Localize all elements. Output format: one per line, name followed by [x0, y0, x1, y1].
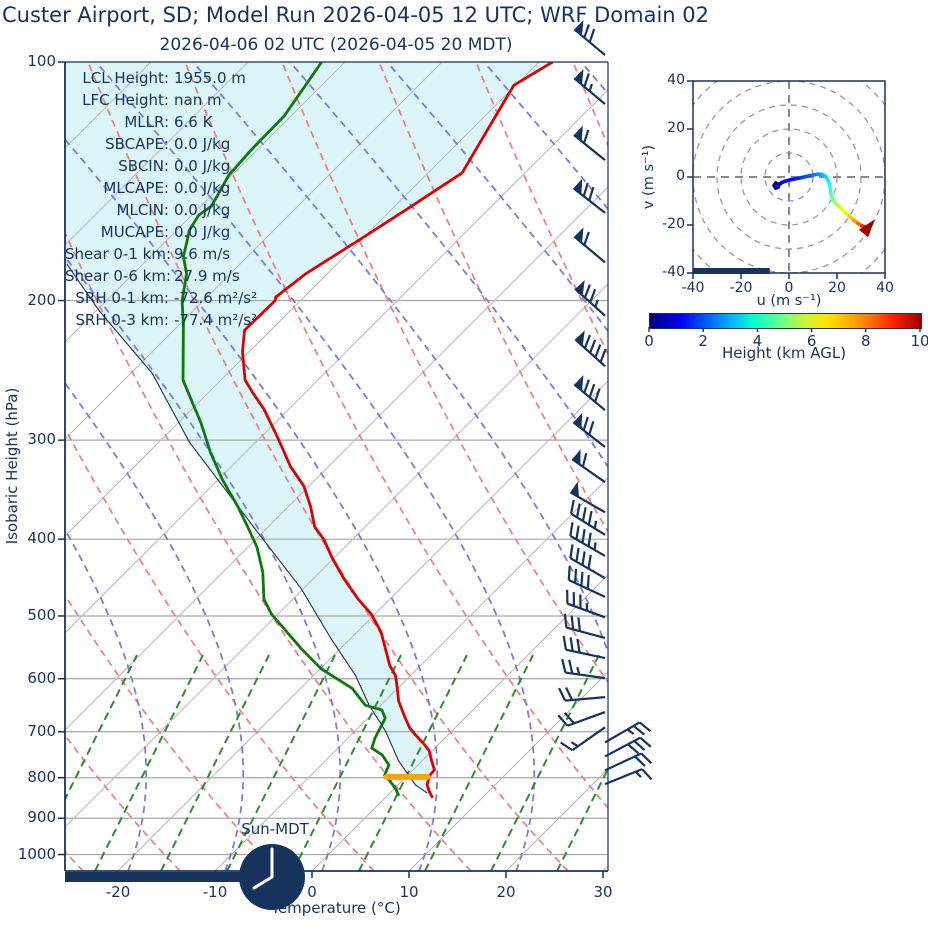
parcel-path-curve [66, 263, 428, 794]
stat-row: MLCAPE: 0.0 J/kg [65, 177, 257, 199]
stat-value: 0.0 J/kg [174, 223, 231, 241]
skewt-axes-spines [58, 61, 609, 878]
stat-value: 0.0 J/kg [174, 135, 231, 153]
stat-label: Shear 0-6 km: [65, 267, 172, 285]
pressure-tick-label: 1000 [17, 844, 56, 863]
hodograph-v-tick-label: 20 [667, 120, 685, 136]
hodograph-x-axis-label: u (m s⁻¹) [756, 293, 822, 309]
stat-label: MLLR: [124, 113, 169, 131]
skewt-y-axis-label: Isobaric Height (hPa) [3, 387, 21, 545]
stat-value: 27.9 m/s [174, 267, 240, 285]
temperature-curve [241, 62, 554, 799]
timezone-label: Sun-MDT [241, 820, 309, 838]
pressure-gridlines [65, 62, 608, 856]
stat-row: LFC Height: nan m [65, 89, 257, 111]
colorbar-tick-label: 8 [861, 332, 871, 350]
clock-icon [239, 844, 305, 910]
stat-row: SRH 0-3 km: -77.4 m²/s² [65, 309, 257, 331]
temperature-tick-label: 10 [399, 883, 419, 901]
stat-label: MLCIN: [116, 201, 169, 219]
stat-label: LFC Height: [82, 91, 169, 109]
pressure-tick-label: 500 [27, 605, 56, 624]
stat-label: SRH 0-1 km: [75, 289, 169, 307]
stat-label: Shear 0-1 km: [65, 245, 172, 263]
stat-row: MLCIN: 0.0 J/kg [65, 199, 257, 221]
stat-value: 0.0 J/kg [174, 201, 231, 219]
stat-value: 0.0 J/kg [174, 157, 231, 175]
stat-row: Shear 0-6 km: 27.9 m/s [65, 265, 257, 287]
stat-value: 0.0 J/kg [174, 179, 231, 197]
temperature-tick-label: -20 [105, 883, 131, 901]
stat-row: MUCAPE: 0.0 J/kg [65, 221, 257, 243]
colorbar-label: Height (km AGL) [721, 344, 847, 362]
colorbar-tick-label: 0 [644, 332, 654, 350]
hodograph-u-tick-label: 0 [784, 280, 794, 296]
colorbar-tick-label: 4 [752, 332, 763, 350]
stat-label: MLCAPE: [103, 179, 169, 197]
wind-barbs [557, 20, 653, 786]
pressure-tick-label: 200 [27, 290, 56, 309]
valid-time-subtitle: 2026-04-06 02 UTC (2026-04-05 20 MDT) [159, 35, 513, 55]
stat-row: LCL Height: 1955.0 m [65, 67, 257, 89]
hodograph-inset [687, 80, 886, 279]
temperature-tick-label: 30 [593, 883, 613, 901]
dry-adiabat-lines [65, 62, 608, 871]
pressure-tick-label: 900 [27, 808, 56, 827]
skewt-x-axis-label: Temperature (°C) [271, 899, 401, 917]
stat-row: SRH 0-1 km: -72.6 m²/s² [65, 287, 257, 309]
stat-row: SBCIN: 0.0 J/kg [65, 155, 257, 177]
pressure-tick-label: 700 [27, 721, 56, 740]
stat-value: 6.6 K [174, 113, 213, 131]
stat-row: MLLR: 6.6 K [65, 111, 257, 133]
stat-label: SRH 0-3 km: [75, 311, 169, 329]
stat-row: Shear 0-1 km: 9.6 m/s [65, 243, 257, 265]
colorbar-tick-label: 10 [910, 332, 928, 350]
pressure-tick-label: 400 [27, 529, 56, 548]
temperature-tick-label: 0 [307, 883, 317, 901]
stat-row: SBCAPE: 0.0 J/kg [65, 133, 257, 155]
hodograph-v-tick-label: -40 [662, 264, 685, 280]
colorbar-tick-label: 6 [806, 332, 817, 350]
pressure-tick-label: 800 [27, 767, 56, 786]
hodograph-y-axis-label: v (m s⁻¹) [641, 144, 657, 210]
colorbar-tick-label: 2 [698, 332, 708, 350]
height-colorbar [649, 313, 922, 329]
sounding-stats-block: LCL Height: 1955.0 m LFC Height: nan m MLLR:… [65, 67, 257, 331]
stat-value: -72.6 m²/s² [174, 289, 258, 307]
hodograph-v-tick-label: 0 [676, 168, 685, 184]
stat-label: SBCIN: [118, 157, 169, 175]
hodograph-u-tick-label: -20 [729, 280, 753, 296]
stat-label: MUCAPE: [100, 223, 169, 241]
dewpoint-curve [180, 62, 401, 797]
hodograph-u-tick-label: -40 [681, 280, 705, 296]
stat-value: nan m [174, 91, 222, 109]
hodograph-v-tick-label: 40 [667, 72, 685, 88]
stat-value: 9.6 m/s [174, 245, 231, 263]
pressure-tick-label: 100 [27, 52, 56, 70]
mixing-ratio-lines [65, 654, 608, 871]
stat-label: SBCAPE: [105, 135, 169, 153]
temperature-tick-label: -10 [202, 883, 228, 901]
stat-value: 1955.0 m [174, 69, 246, 87]
pressure-tick-label: 600 [27, 668, 56, 687]
temperature-tick-label: 20 [496, 883, 516, 901]
moist-adiabat-lines [65, 62, 608, 871]
figure-title: Custer Airport, SD; Model Run 2026-04-05… [2, 3, 710, 27]
hodograph-v-tick-label: -20 [662, 216, 685, 232]
hodograph-u-tick-label: 20 [828, 280, 846, 296]
hodograph-u-tick-label: 40 [876, 280, 894, 296]
stat-label: LCL Height: [82, 69, 169, 87]
stat-value: -77.4 m²/s² [174, 311, 258, 329]
pressure-tick-label: 300 [27, 430, 56, 449]
surface-missing-bar [65, 872, 247, 882]
